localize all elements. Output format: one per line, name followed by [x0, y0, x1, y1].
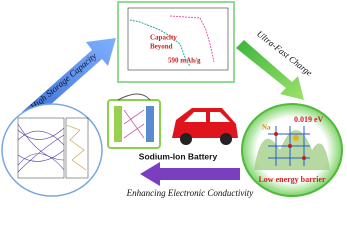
curve [129, 19, 191, 67]
plot-text: Capacity [150, 34, 177, 42]
atom [288, 144, 292, 148]
panel-frame [1, 103, 103, 197]
dos [65, 124, 87, 171]
capacity-plot: Capacity Beyond 590 mAh/g [117, 1, 235, 83]
graphical-abstract: Capacity Beyond 590 mAh/g High Storage C… [1, 1, 343, 198]
page: {"arrows": {"left": "High Storage Capaci… [1, 1, 343, 199]
barrier-panel: Na 0.019 eV Low energy barrier [241, 103, 343, 197]
barrier-caption: Low energy barrier [258, 175, 326, 184]
bands [17, 123, 65, 173]
plot-axes [17, 117, 65, 179]
arrow-label: High Storage Capacity [28, 51, 99, 113]
ion [293, 135, 299, 141]
ion-label: Na [262, 124, 271, 132]
plot-text: 590 mAh/g [168, 57, 201, 65]
wire [117, 93, 151, 101]
wheel [180, 133, 192, 145]
center-label: Sodium-Ion Battery [139, 151, 218, 161]
lattice [123, 109, 145, 139]
atom [274, 132, 278, 136]
band-structure [1, 103, 103, 197]
plot-frame [117, 1, 235, 83]
arrow [140, 162, 240, 186]
arrow-label: Ultra-Fast Charge [255, 29, 314, 78]
barrier-value: 0.019 eV [294, 115, 324, 124]
plot-axes [127, 7, 229, 71]
energy-surface [254, 130, 330, 170]
atom [302, 156, 306, 160]
battery-car [107, 93, 238, 149]
arrow [236, 40, 304, 100]
wheel [220, 133, 232, 145]
electrode [146, 106, 154, 142]
car-window [184, 112, 230, 122]
curve [169, 15, 215, 63]
dos-axes [65, 117, 89, 179]
arrow-label: Enhancing Electronic Conductivity [126, 188, 254, 198]
plot-text: Beyond [150, 43, 173, 51]
arrow [22, 38, 116, 121]
electrode [114, 106, 122, 142]
